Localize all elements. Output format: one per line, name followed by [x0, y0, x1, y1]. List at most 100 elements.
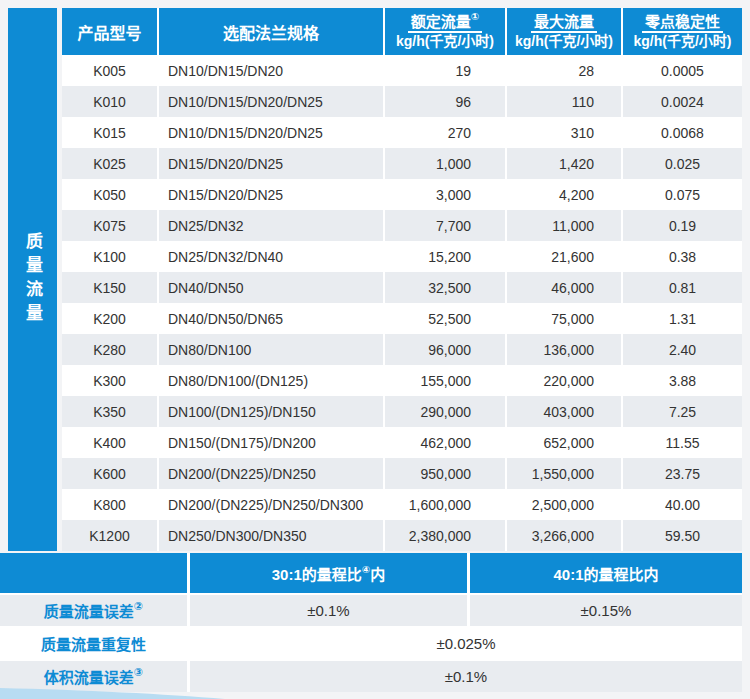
cell-zero-stability: 0.38 — [623, 241, 742, 272]
cell-model: K150 — [62, 272, 157, 303]
cell-max-flow: 11,000 — [507, 210, 621, 241]
table-row: K300 DN80/DN100/(DN125) 155,000 220,000 … — [62, 365, 742, 396]
cell-max-flow: 110 — [507, 86, 621, 117]
cell-model: K350 — [62, 396, 157, 427]
cell-flange: DN15/DN20/DN25 — [159, 179, 383, 210]
table-body: K005 DN10/DN15/DN20 19 28 0.0005 K010 DN… — [62, 55, 742, 551]
cell-max-flow: 1,420 — [507, 148, 621, 179]
cell-rated-flow: 96,000 — [385, 334, 505, 365]
mass-flow-error-row: 质量流量误差② ±0.1% ±0.15% — [0, 595, 742, 626]
cell-flange: DN25/DN32 — [159, 210, 383, 241]
header-max-flow: 最大流量 kg/h(千克/小时) — [507, 8, 621, 55]
cell-model: K015 — [62, 117, 157, 148]
header-zero-stability: 零点稳定性 kg/h(千克/小时) — [623, 8, 742, 55]
flow-spec-table: 产品型号 选配法兰规格 额定流量① kg/h(千克/小时) 最大流量 kg/h(… — [62, 8, 742, 551]
cell-flange: DN250/DN300/DN350 — [159, 520, 383, 551]
header-rated-flow: 额定流量① kg/h(千克/小时) — [385, 8, 505, 55]
cell-zero-stability: 1.31 — [623, 303, 742, 334]
cell-max-flow: 310 — [507, 117, 621, 148]
cell-max-flow: 21,600 — [507, 241, 621, 272]
cell-rated-flow: 52,500 — [385, 303, 505, 334]
cell-model: K100 — [62, 241, 157, 272]
table-row: K400 DN150/(DN175)/DN200 462,000 652,000… — [62, 427, 742, 458]
cell-zero-stability: 23.75 — [623, 458, 742, 489]
cell-zero-stability: 0.025 — [623, 148, 742, 179]
cell-max-flow: 652,000 — [507, 427, 621, 458]
cell-rated-flow: 1,000 — [385, 148, 505, 179]
cell-max-flow: 28 — [507, 55, 621, 86]
cell-model: K075 — [62, 210, 157, 241]
cell-rated-flow: 3,000 — [385, 179, 505, 210]
table-row: K050 DN15/DN20/DN25 3,000 4,200 0.075 — [62, 179, 742, 210]
cell-model: K300 — [62, 365, 157, 396]
cell-model: K200 — [62, 303, 157, 334]
cell-flange: DN40/DN50 — [159, 272, 383, 303]
cell-zero-stability: 2.40 — [623, 334, 742, 365]
cell-flange: DN100/(DN125)/DN150 — [159, 396, 383, 427]
cell-rated-flow: 462,000 — [385, 427, 505, 458]
cell-flange: DN80/DN100 — [159, 334, 383, 365]
table-row: K800 DN200/(DN225)/DN250/DN300 1,600,000… — [62, 489, 742, 520]
repeatability-value: ±0.025% — [190, 628, 742, 659]
header-model: 产品型号 — [62, 8, 157, 55]
cell-max-flow: 1,550,000 — [507, 458, 621, 489]
header-rated-flow-unit: kg/h(千克/小时) — [396, 33, 494, 51]
table-row: K200 DN40/DN50/DN65 52,500 75,000 1.31 — [62, 303, 742, 334]
cell-rated-flow: 950,000 — [385, 458, 505, 489]
mass-flow-error-label: 质量流量误差② — [0, 595, 187, 626]
category-sidebar: 质量流量 — [8, 8, 57, 551]
mass-flow-error-value-30: ±0.1% — [190, 595, 467, 626]
table-row: K005 DN10/DN15/DN20 19 28 0.0005 — [62, 55, 742, 86]
cell-zero-stability: 40.00 — [623, 489, 742, 520]
cell-max-flow: 4,200 — [507, 179, 621, 210]
cell-zero-stability: 0.81 — [623, 272, 742, 303]
volume-flow-error-value: ±0.1% — [190, 661, 742, 692]
footnote-1-marker: ① — [471, 11, 479, 22]
cell-model: K1200 — [62, 520, 157, 551]
cell-model: K005 — [62, 55, 157, 86]
cell-flange: DN15/DN20/DN25 — [159, 148, 383, 179]
cell-max-flow: 75,000 — [507, 303, 621, 334]
table-row: K015 DN10/DN15/DN20/DN25 270 310 0.0068 — [62, 117, 742, 148]
cell-zero-stability: 59.50 — [623, 520, 742, 551]
cell-flange: DN200/(DN225)/DN250/DN300 — [159, 489, 383, 520]
header-zero-stability-title: 零点稳定性 — [642, 13, 723, 33]
table-row: K1200 DN250/DN300/DN350 2,380,000 3,266,… — [62, 520, 742, 551]
cell-rated-flow: 7,700 — [385, 210, 505, 241]
cell-max-flow: 136,000 — [507, 334, 621, 365]
table-row: K025 DN15/DN20/DN25 1,000 1,420 0.025 — [62, 148, 742, 179]
header-rated-flow-title: 额定流量① — [408, 13, 482, 33]
cell-flange: DN150/(DN175)/DN200 — [159, 427, 383, 458]
cell-model: K400 — [62, 427, 157, 458]
accuracy-header-range-30: 30:1的量程比④内 — [190, 553, 467, 593]
cell-max-flow: 403,000 — [507, 396, 621, 427]
cell-zero-stability: 7.25 — [623, 396, 742, 427]
cell-flange: DN200/(DN225)/DN250 — [159, 458, 383, 489]
cell-model: K010 — [62, 86, 157, 117]
cell-rated-flow: 15,200 — [385, 241, 505, 272]
repeatability-label: 质量流量重复性 — [0, 628, 187, 659]
cell-zero-stability: 0.0068 — [623, 117, 742, 148]
cell-max-flow: 220,000 — [507, 365, 621, 396]
table-row: K010 DN10/DN15/DN20/DN25 96 110 0.0024 — [62, 86, 742, 117]
header-flange: 选配法兰规格 — [159, 8, 383, 55]
cell-rated-flow: 290,000 — [385, 396, 505, 427]
table-row: K600 DN200/(DN225)/DN250 950,000 1,550,0… — [62, 458, 742, 489]
cell-zero-stability: 3.88 — [623, 365, 742, 396]
cell-flange: DN25/DN32/DN40 — [159, 241, 383, 272]
accuracy-header-spacer — [0, 553, 187, 593]
cell-max-flow: 3,266,000 — [507, 520, 621, 551]
cell-zero-stability: 0.0024 — [623, 86, 742, 117]
flow-meter-spec-sheet: 质量流量 产品型号 选配法兰规格 额定流量① kg/h(千克/小时) 最大流量 … — [0, 0, 750, 699]
cell-flange: DN10/DN15/DN20/DN25 — [159, 86, 383, 117]
cell-rated-flow: 270 — [385, 117, 505, 148]
table-row: K150 DN40/DN50 32,500 46,000 0.81 — [62, 272, 742, 303]
cell-max-flow: 2,500,000 — [507, 489, 621, 520]
cell-rated-flow: 2,380,000 — [385, 520, 505, 551]
table-header-row: 产品型号 选配法兰规格 额定流量① kg/h(千克/小时) 最大流量 kg/h(… — [62, 8, 742, 55]
cell-flange: DN10/DN15/DN20 — [159, 55, 383, 86]
repeatability-row: 质量流量重复性 ±0.025% — [0, 628, 742, 659]
cell-model: K280 — [62, 334, 157, 365]
cell-rated-flow: 1,600,000 — [385, 489, 505, 520]
cell-rated-flow: 32,500 — [385, 272, 505, 303]
